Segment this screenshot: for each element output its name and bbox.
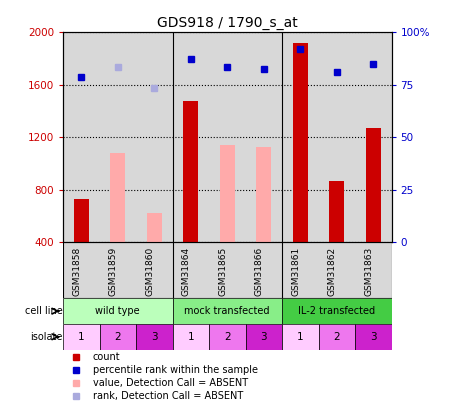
Bar <box>319 324 355 350</box>
Text: 2: 2 <box>114 332 121 342</box>
Bar <box>256 147 271 242</box>
Bar <box>63 324 99 350</box>
Title: GDS918 / 1790_s_at: GDS918 / 1790_s_at <box>157 16 297 30</box>
Text: percentile rank within the sample: percentile rank within the sample <box>93 365 257 375</box>
Bar <box>172 298 282 324</box>
Bar <box>184 100 198 242</box>
Text: GSM31863: GSM31863 <box>364 247 373 296</box>
Text: cell line: cell line <box>24 306 62 316</box>
Text: mock transfected: mock transfected <box>184 306 270 316</box>
Text: 3: 3 <box>151 332 157 342</box>
Text: count: count <box>93 352 120 362</box>
Text: 3: 3 <box>370 332 377 342</box>
Bar <box>172 324 209 350</box>
Text: 1: 1 <box>78 332 85 342</box>
Text: 1: 1 <box>188 332 194 342</box>
Text: 3: 3 <box>261 332 267 342</box>
Bar <box>293 43 307 242</box>
Text: rank, Detection Call = ABSENT: rank, Detection Call = ABSENT <box>93 391 243 401</box>
Text: GSM31858: GSM31858 <box>72 247 81 296</box>
Text: 1: 1 <box>297 332 304 342</box>
Text: GSM31859: GSM31859 <box>109 247 118 296</box>
Text: GSM31864: GSM31864 <box>182 247 191 296</box>
Bar <box>136 324 172 350</box>
Text: IL-2 transfected: IL-2 transfected <box>298 306 375 316</box>
Text: GSM31862: GSM31862 <box>328 247 337 296</box>
Bar <box>366 128 381 242</box>
Bar <box>220 145 234 242</box>
Text: 2: 2 <box>224 332 230 342</box>
Bar <box>63 298 172 324</box>
Text: value, Detection Call = ABSENT: value, Detection Call = ABSENT <box>93 378 248 388</box>
Text: GSM31866: GSM31866 <box>255 247 264 296</box>
Text: wild type: wild type <box>95 306 140 316</box>
Bar <box>99 324 136 350</box>
Bar <box>147 213 162 242</box>
Text: 2: 2 <box>333 332 340 342</box>
Text: isolate: isolate <box>30 332 62 342</box>
Bar <box>282 324 319 350</box>
Bar <box>110 153 125 242</box>
Text: GSM31861: GSM31861 <box>291 247 300 296</box>
Bar <box>246 324 282 350</box>
Text: GSM31865: GSM31865 <box>218 247 227 296</box>
Bar <box>74 199 89 242</box>
Bar <box>282 298 392 324</box>
Text: GSM31860: GSM31860 <box>145 247 154 296</box>
Bar <box>355 324 392 350</box>
Bar <box>209 324 246 350</box>
Bar <box>329 181 344 242</box>
